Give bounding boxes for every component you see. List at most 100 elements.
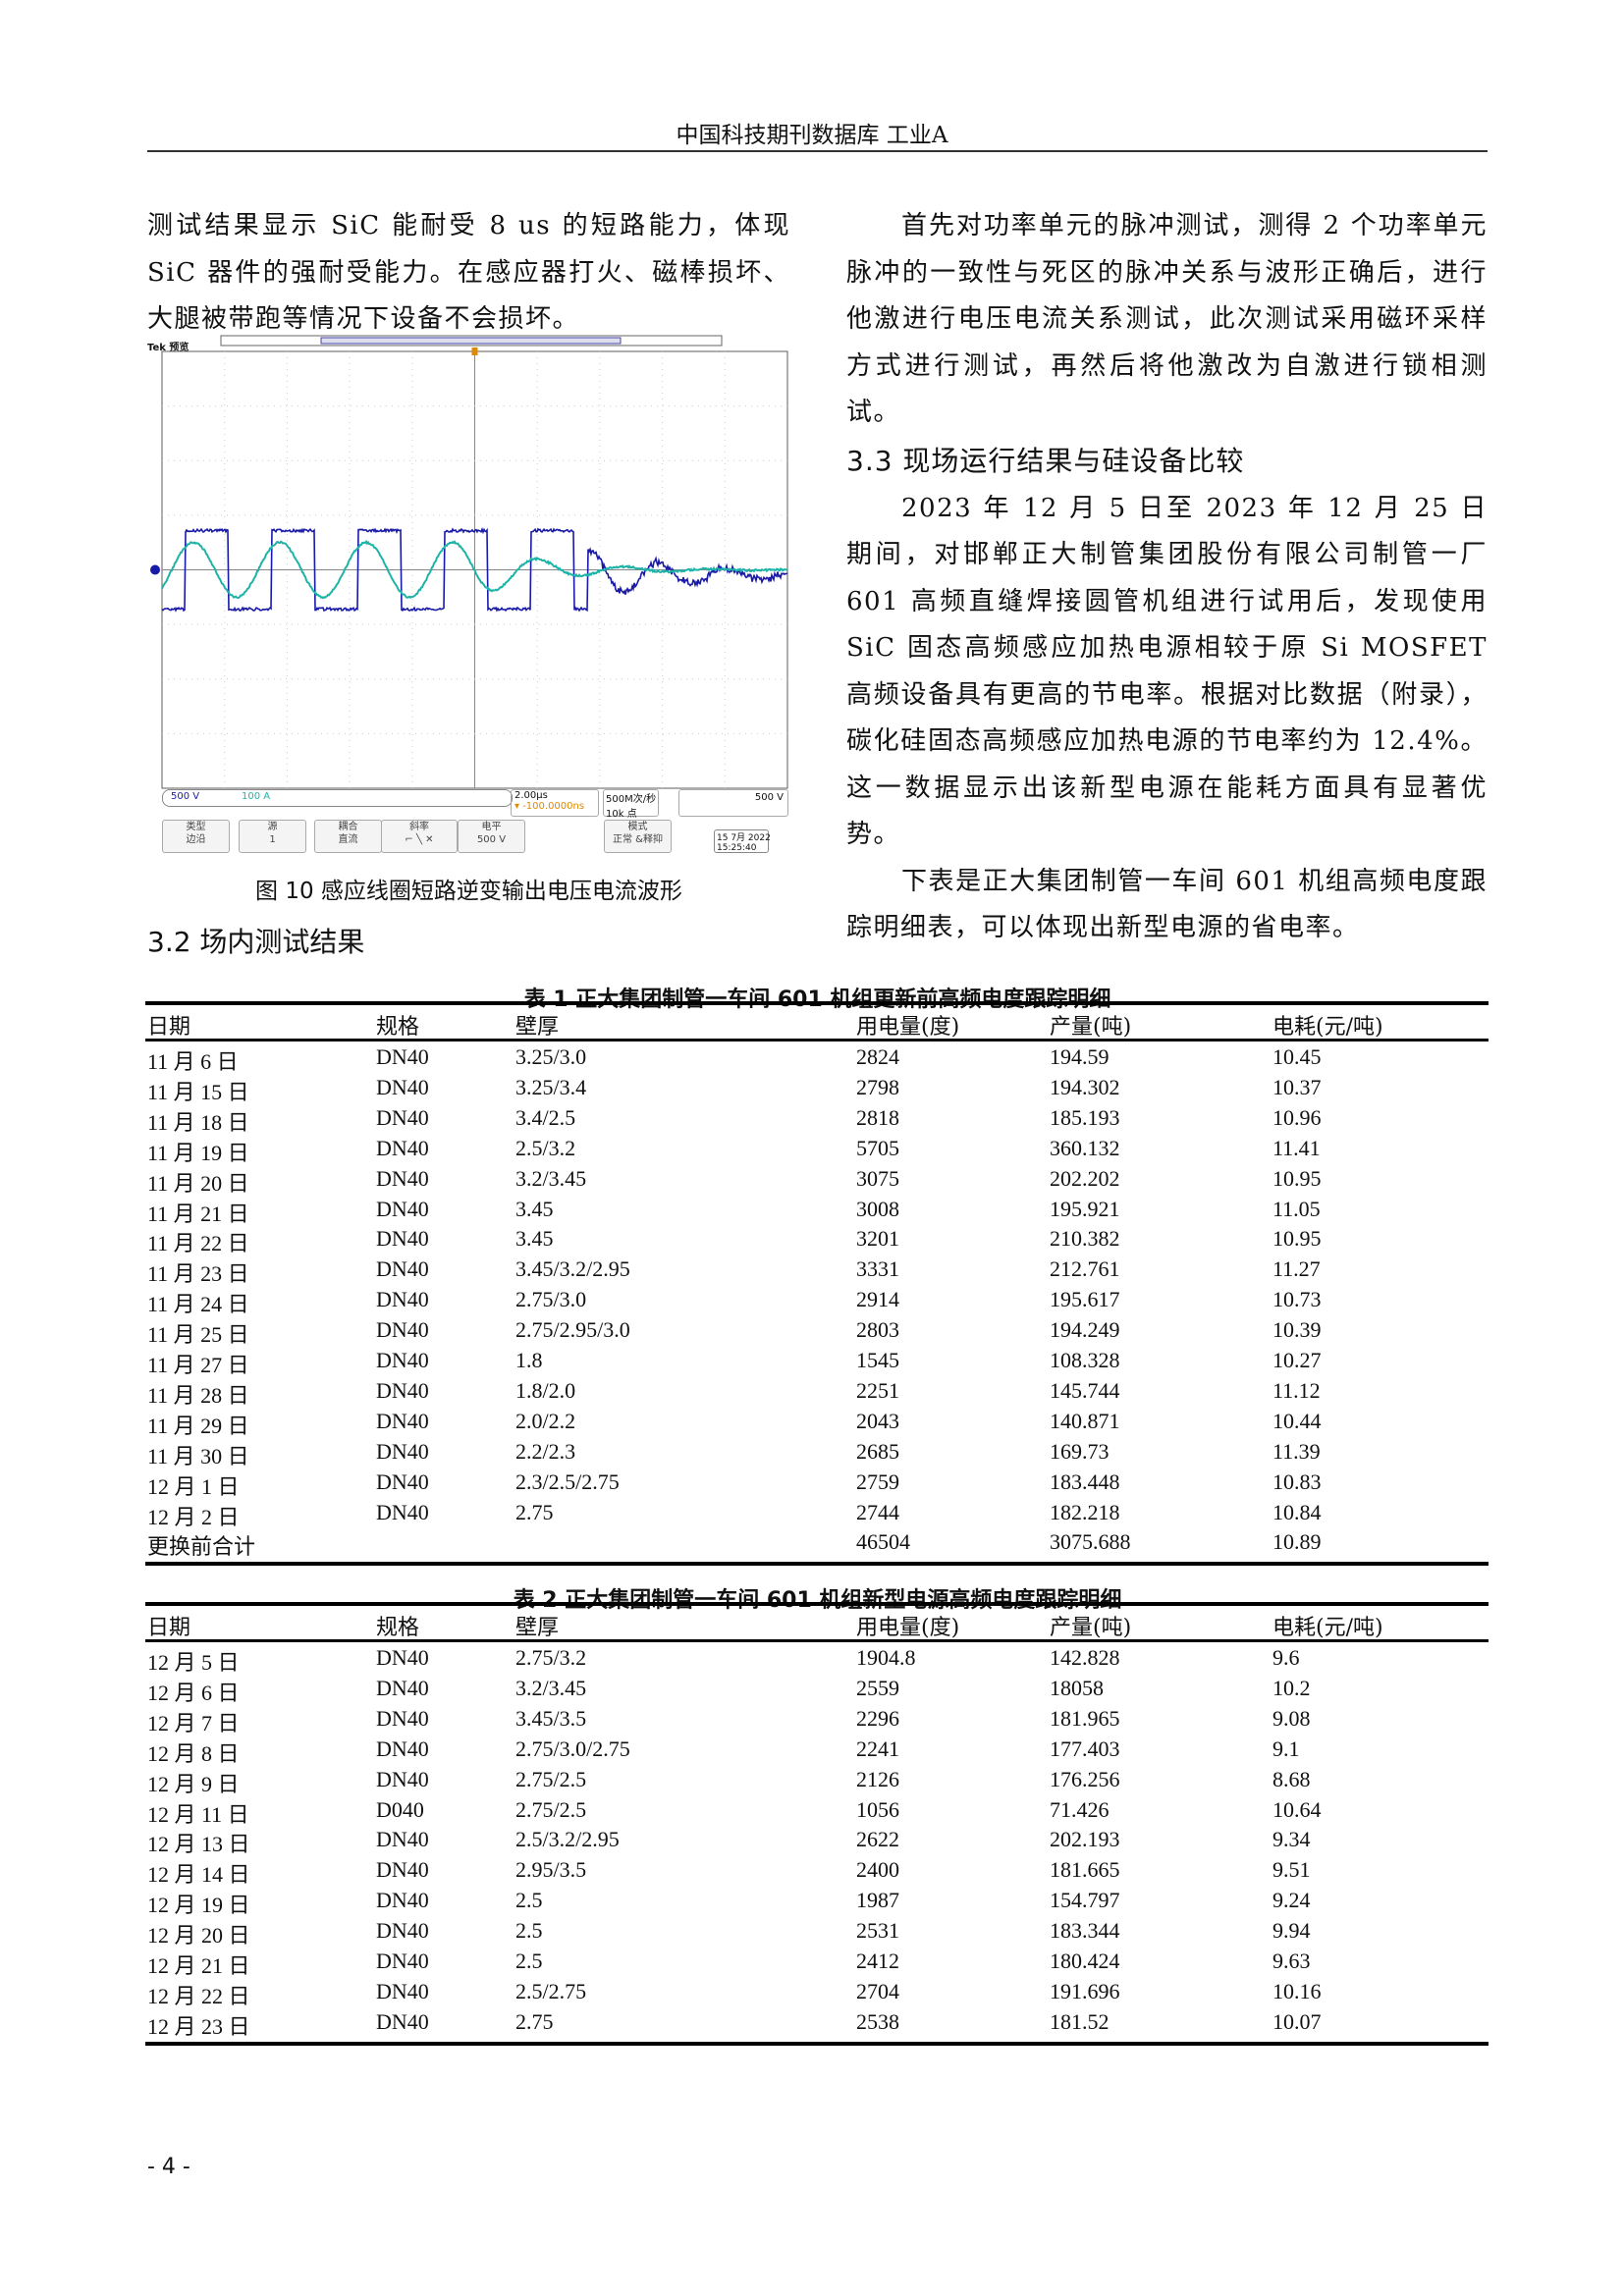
table-cell: 2.3/2.5/2.75 — [515, 1469, 620, 1495]
scope-softkey: 耦合 直流 — [314, 820, 382, 853]
table-cell: 3.2/3.45 — [515, 1676, 586, 1701]
table-cell: 3075 — [856, 1166, 899, 1192]
table-cell: 2043 — [856, 1409, 899, 1434]
table-cell: 12 月 9 日 — [147, 1767, 240, 1798]
table-cell: 12 月 14 日 — [147, 1857, 250, 1889]
table-cell: 2704 — [856, 1979, 899, 2004]
running-header: 中国科技期刊数据库 工业A — [0, 116, 1624, 149]
table-cell: 12 月 19 日 — [147, 1888, 250, 1919]
table-cell: 183.344 — [1050, 1918, 1120, 1944]
channel-bar: 500 V 100 A — [162, 789, 513, 807]
table-row: 11 月 25 日 DN40 2.75/2.95/3.0 2803 194.249 10.… — [147, 1317, 1488, 1348]
table-cell: 1056 — [856, 1797, 899, 1823]
table-cell: 12 月 1 日 — [147, 1469, 240, 1501]
table-row: 12 月 5 日 DN40 2.75/3.2 1904.8 142.828 9.6 — [147, 1645, 1488, 1676]
table-cell: 9.6 — [1272, 1645, 1300, 1671]
table-cell: 11.12 — [1272, 1378, 1321, 1404]
table-cell: 10.44 — [1272, 1409, 1322, 1434]
table-cell: 2914 — [856, 1287, 899, 1312]
column-header: 产量(吨) — [1050, 1610, 1131, 1641]
table-cell: 12 月 13 日 — [147, 1827, 250, 1858]
table-cell: 11.05 — [1272, 1197, 1321, 1222]
trigger-box: 500 V — [678, 789, 788, 817]
table-cell: 2818 — [856, 1105, 899, 1131]
table-cell: 11 月 21 日 — [147, 1197, 249, 1228]
table-cell: 177.403 — [1050, 1736, 1120, 1762]
right-para-1: 首先对功率单元的脉冲测试，测得 2 个功率单元脉冲的一致性与死区的脉冲关系与波形… — [846, 203, 1488, 437]
table-cell: 181.965 — [1050, 1706, 1120, 1732]
table-cell: 2.5/3.2/2.95 — [515, 1827, 620, 1852]
column-header: 用电量(度) — [856, 1009, 959, 1041]
table-cell: DN40 — [376, 1857, 429, 1883]
table-cell: 176.256 — [1050, 1767, 1120, 1792]
table-cell: 9.34 — [1272, 1827, 1311, 1852]
table-cell: 10.95 — [1272, 1226, 1322, 1252]
table-cell: DN40 — [376, 1767, 429, 1792]
table-cell: 12 月 7 日 — [147, 1706, 240, 1737]
table-cell: 194.302 — [1050, 1075, 1120, 1100]
table-cell: 2.5 — [515, 1918, 543, 1944]
column-header: 产量(吨) — [1050, 1009, 1131, 1041]
table-row: 12 月 6 日 DN40 3.2/3.45 2559 18058 10.2 — [147, 1676, 1488, 1706]
right-column: 首先对功率单元的脉冲测试，测得 2 个功率单元脉冲的一致性与死区的脉冲关系与波形… — [846, 203, 1488, 952]
oscilloscope-screenshot — [147, 334, 790, 815]
table-cell: 10.16 — [1272, 1979, 1322, 2004]
table-cell: 9.1 — [1272, 1736, 1300, 1762]
table-cell: 9.63 — [1272, 1949, 1311, 1974]
table-cell: 2.5/3.2 — [515, 1136, 575, 1161]
table-cell: 3331 — [856, 1256, 899, 1282]
table-cell: DN40 — [376, 1918, 429, 1944]
table-cell: 2685 — [856, 1439, 899, 1465]
table-cell: 11 月 19 日 — [147, 1136, 249, 1167]
table-cell: DN40 — [376, 1706, 429, 1732]
table2-header-rule — [145, 1639, 1489, 1642]
table-cell: 11 月 23 日 — [147, 1256, 249, 1288]
section-title-3-3: 3.3 现场运行结果与硅设备比较 — [846, 439, 1488, 484]
trigger-delay: ▾ -100.0000ns — [512, 801, 598, 812]
table-cell: DN40 — [376, 1226, 429, 1252]
table-cell: 3.45/3.2/2.95 — [515, 1256, 630, 1282]
table-cell: 3.25/3.0 — [515, 1044, 586, 1070]
column-header: 日期 — [147, 1610, 190, 1641]
table-cell: 2.75/3.0/2.75 — [515, 1736, 630, 1762]
table-cell: 8.68 — [1272, 1767, 1311, 1792]
table-cell: DN40 — [376, 1348, 429, 1373]
table-cell: 3.2/3.45 — [515, 1166, 586, 1192]
table-cell: 12 月 22 日 — [147, 1979, 250, 2010]
table-cell: 1545 — [856, 1348, 899, 1373]
left-para-1: 测试结果显示 SiC 能耐受 8 us 的短路能力，体现 SiC 器件的强耐受能… — [147, 203, 790, 344]
table-cell: 195.617 — [1050, 1287, 1120, 1312]
table-cell: 11 月 15 日 — [147, 1075, 249, 1106]
table-cell: DN40 — [376, 1469, 429, 1495]
table-cell: 1987 — [856, 1888, 899, 1913]
table-cell: 2400 — [856, 1857, 899, 1883]
table-row: 12 月 20 日 DN40 2.5 2531 183.344 9.94 — [147, 1918, 1488, 1949]
table-cell: 183.448 — [1050, 1469, 1120, 1495]
table-cell: D040 — [376, 1797, 424, 1823]
table-cell: 12 月 20 日 — [147, 1918, 250, 1949]
table-cell: 11 月 30 日 — [147, 1439, 249, 1470]
table2-top-rule — [145, 1602, 1489, 1606]
table-cell: 2.5/2.75 — [515, 1979, 586, 2004]
table-cell: 10.89 — [1272, 1529, 1322, 1555]
table-cell: 202.193 — [1050, 1827, 1120, 1852]
sample-rate: 500M次/秒 — [604, 790, 658, 805]
table-cell: 360.132 — [1050, 1136, 1120, 1161]
table-cell: 46504 — [856, 1529, 910, 1555]
table-row: 11 月 24 日 DN40 2.75/3.0 2914 195.617 10.73 — [147, 1287, 1488, 1317]
table-cell: 11 月 20 日 — [147, 1166, 249, 1198]
table-cell: 10.37 — [1272, 1075, 1322, 1100]
table-cell: 3008 — [856, 1197, 899, 1222]
table-cell: 10.73 — [1272, 1287, 1322, 1312]
scope-softkey: 类型 边沿 — [162, 820, 230, 853]
table1-bottom-rule — [145, 1562, 1489, 1566]
scope-date: 15 7月 2022 — [715, 830, 768, 843]
table-cell: 10.27 — [1272, 1348, 1322, 1373]
table1-header-rule — [145, 1039, 1489, 1041]
table-cell: DN40 — [376, 1979, 429, 2004]
table-cell: 2824 — [856, 1044, 899, 1070]
column-header: 日期 — [147, 1009, 190, 1041]
table-cell: 11 月 24 日 — [147, 1287, 249, 1318]
table-cell: 3.25/3.4 — [515, 1075, 586, 1100]
table-cell: 185.193 — [1050, 1105, 1120, 1131]
